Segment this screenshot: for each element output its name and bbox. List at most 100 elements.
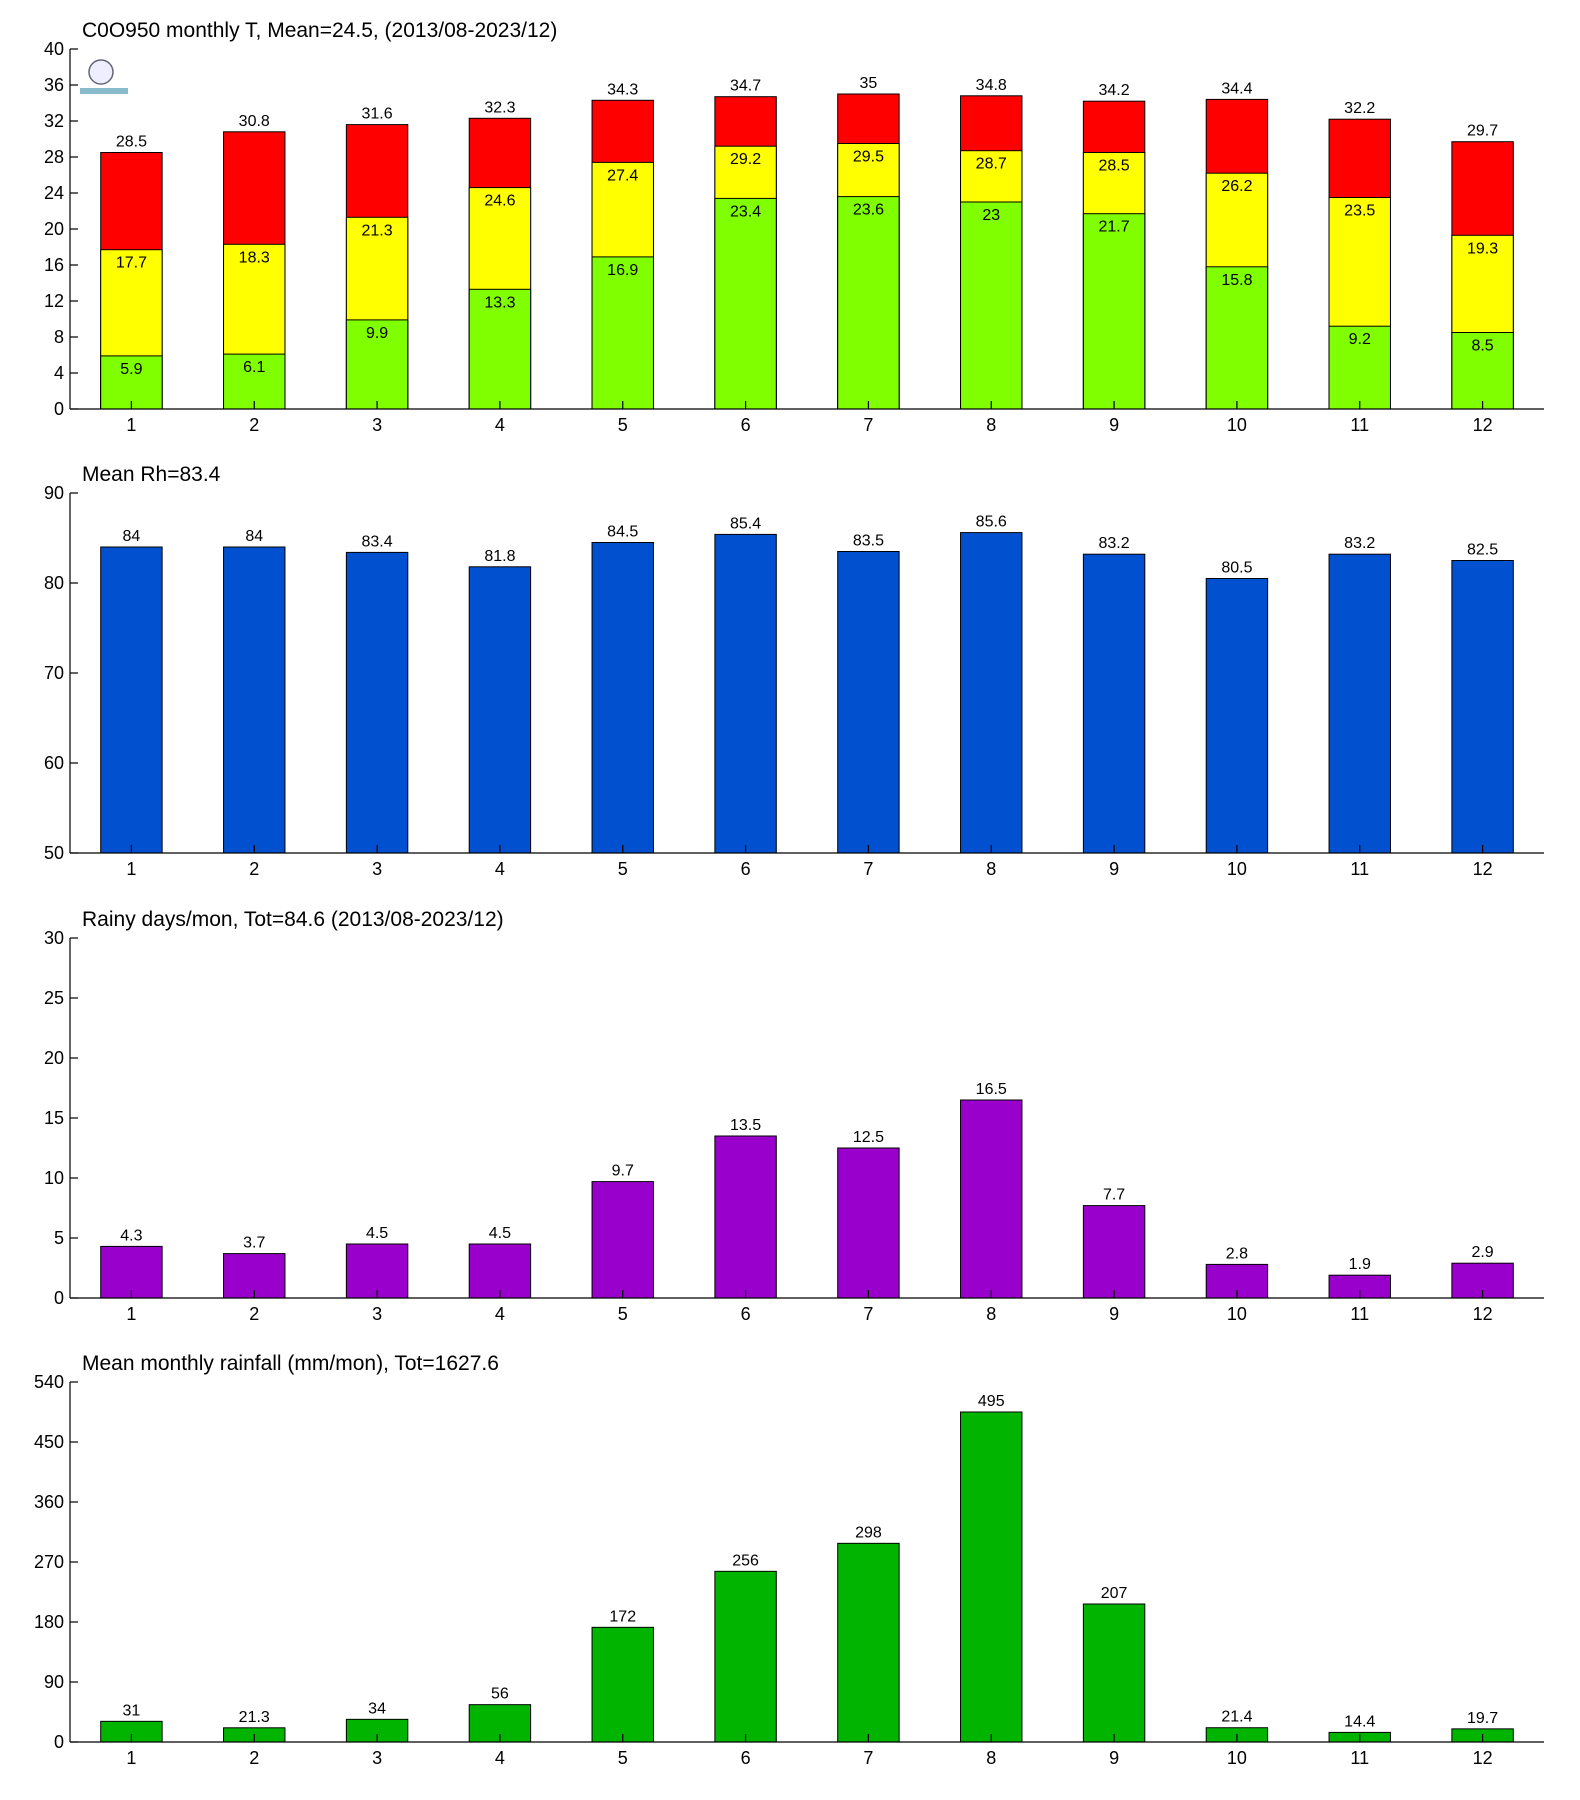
logo-emblem	[88, 59, 114, 85]
value-label: 16.5	[976, 1081, 1007, 1098]
value-label: 27.4	[607, 167, 638, 184]
x-tick-label: 6	[741, 1748, 751, 1768]
x-tick-label: 2	[249, 859, 259, 879]
value-label: 28.7	[976, 156, 1007, 173]
bar	[960, 1099, 1023, 1299]
y-tick-label: 80	[44, 573, 64, 593]
value-label: 84	[245, 528, 263, 545]
x-tick-label: 5	[618, 415, 628, 435]
value-label: 13.5	[730, 1117, 761, 1134]
value-label: 84	[123, 528, 141, 545]
value-label: 3.7	[243, 1235, 265, 1252]
y-tick-label: 70	[44, 663, 64, 683]
value-label: 12.5	[853, 1129, 884, 1146]
value-label: 8.5	[1471, 338, 1493, 355]
bar	[1082, 213, 1146, 410]
bar	[1451, 332, 1514, 410]
value-label: 6.1	[243, 359, 265, 376]
bar	[837, 1542, 900, 1743]
bar	[591, 1626, 654, 1743]
y-tick-label: 25	[44, 988, 64, 1008]
value-label: 34.3	[607, 81, 638, 98]
value-label: 34.4	[1221, 80, 1252, 97]
y-tick-label: 24	[44, 183, 64, 203]
bar	[1082, 1205, 1146, 1299]
bar	[468, 288, 532, 410]
value-label: 14.4	[1344, 1713, 1375, 1730]
chart: C0O950 monthly T, Mean=24.5, (2013/08-20…	[44, 19, 1544, 435]
value-label: 32.3	[484, 99, 515, 116]
x-tick-label: 11	[1350, 859, 1369, 879]
value-label: 29.2	[730, 151, 761, 168]
value-label: 31	[123, 1702, 141, 1719]
value-label: 28.5	[1099, 158, 1130, 175]
x-tick-label: 8	[986, 415, 996, 435]
value-label: 35	[860, 75, 878, 92]
chart-title: Mean monthly rainfall (mm/mon), Tot=1627…	[82, 1352, 499, 1375]
x-tick-label: 9	[1109, 1304, 1119, 1324]
chart: Rainy days/mon, Tot=84.6 (2013/08-2023/1…	[44, 908, 1544, 1324]
value-label: 7.7	[1103, 1187, 1125, 1204]
x-tick-label: 12	[1473, 1748, 1493, 1768]
value-label: 23.6	[853, 202, 884, 219]
value-label: 172	[609, 1608, 636, 1625]
x-tick-label: 1	[126, 1304, 136, 1324]
bar	[468, 1243, 532, 1299]
y-tick-label: 20	[44, 1048, 64, 1068]
value-label: 34.7	[730, 78, 761, 95]
bar	[591, 542, 654, 854]
logo-text	[80, 88, 128, 94]
x-tick-label: 4	[495, 415, 505, 435]
x-tick-label: 5	[618, 1748, 628, 1768]
x-tick-label: 2	[249, 415, 259, 435]
x-tick-label: 6	[741, 415, 751, 435]
bar	[714, 1570, 777, 1743]
x-tick-label: 2	[249, 1748, 259, 1768]
bar	[345, 551, 409, 854]
y-tick-label: 28	[44, 147, 64, 167]
value-label: 80.5	[1221, 560, 1252, 577]
y-tick-label: 15	[44, 1108, 64, 1128]
bar	[714, 533, 777, 854]
value-label: 298	[855, 1524, 882, 1541]
bar	[468, 566, 532, 854]
value-label: 29.7	[1467, 123, 1498, 140]
value-label: 21.4	[1221, 1709, 1252, 1726]
bar	[714, 197, 777, 410]
x-tick-label: 3	[372, 1304, 382, 1324]
y-tick-label: 90	[44, 483, 64, 503]
bar	[345, 319, 409, 410]
y-tick-label: 5	[54, 1228, 64, 1248]
value-label: 9.2	[1349, 331, 1371, 348]
value-label: 84.5	[607, 524, 638, 541]
value-label: 4.3	[120, 1227, 142, 1244]
chart: Mean monthly rainfall (mm/mon), Tot=1627…	[34, 1352, 1544, 1768]
value-label: 82.5	[1467, 542, 1498, 559]
value-label: 34.2	[1099, 82, 1130, 99]
value-label: 9.9	[366, 325, 388, 342]
bar	[960, 1411, 1023, 1743]
x-tick-label: 7	[863, 1304, 873, 1324]
x-tick-label: 7	[863, 1748, 873, 1768]
y-tick-label: 540	[34, 1372, 64, 1392]
x-tick-label: 3	[372, 1748, 382, 1768]
value-label: 2.9	[1471, 1244, 1493, 1261]
x-tick-label: 4	[495, 1304, 505, 1324]
value-label: 19.3	[1467, 240, 1498, 257]
value-label: 83.2	[1099, 535, 1130, 552]
y-tick-label: 12	[44, 291, 64, 311]
y-tick-label: 450	[34, 1432, 64, 1452]
x-tick-label: 8	[986, 859, 996, 879]
x-tick-label: 11	[1350, 415, 1369, 435]
y-tick-label: 60	[44, 753, 64, 773]
value-label: 83.4	[362, 533, 393, 550]
value-label: 23	[982, 207, 1000, 224]
y-tick-label: 40	[44, 39, 64, 59]
value-label: 495	[978, 1393, 1005, 1410]
value-label: 17.7	[116, 255, 147, 272]
value-label: 21.3	[239, 1709, 270, 1726]
x-tick-label: 7	[863, 415, 873, 435]
y-tick-label: 270	[34, 1552, 64, 1572]
